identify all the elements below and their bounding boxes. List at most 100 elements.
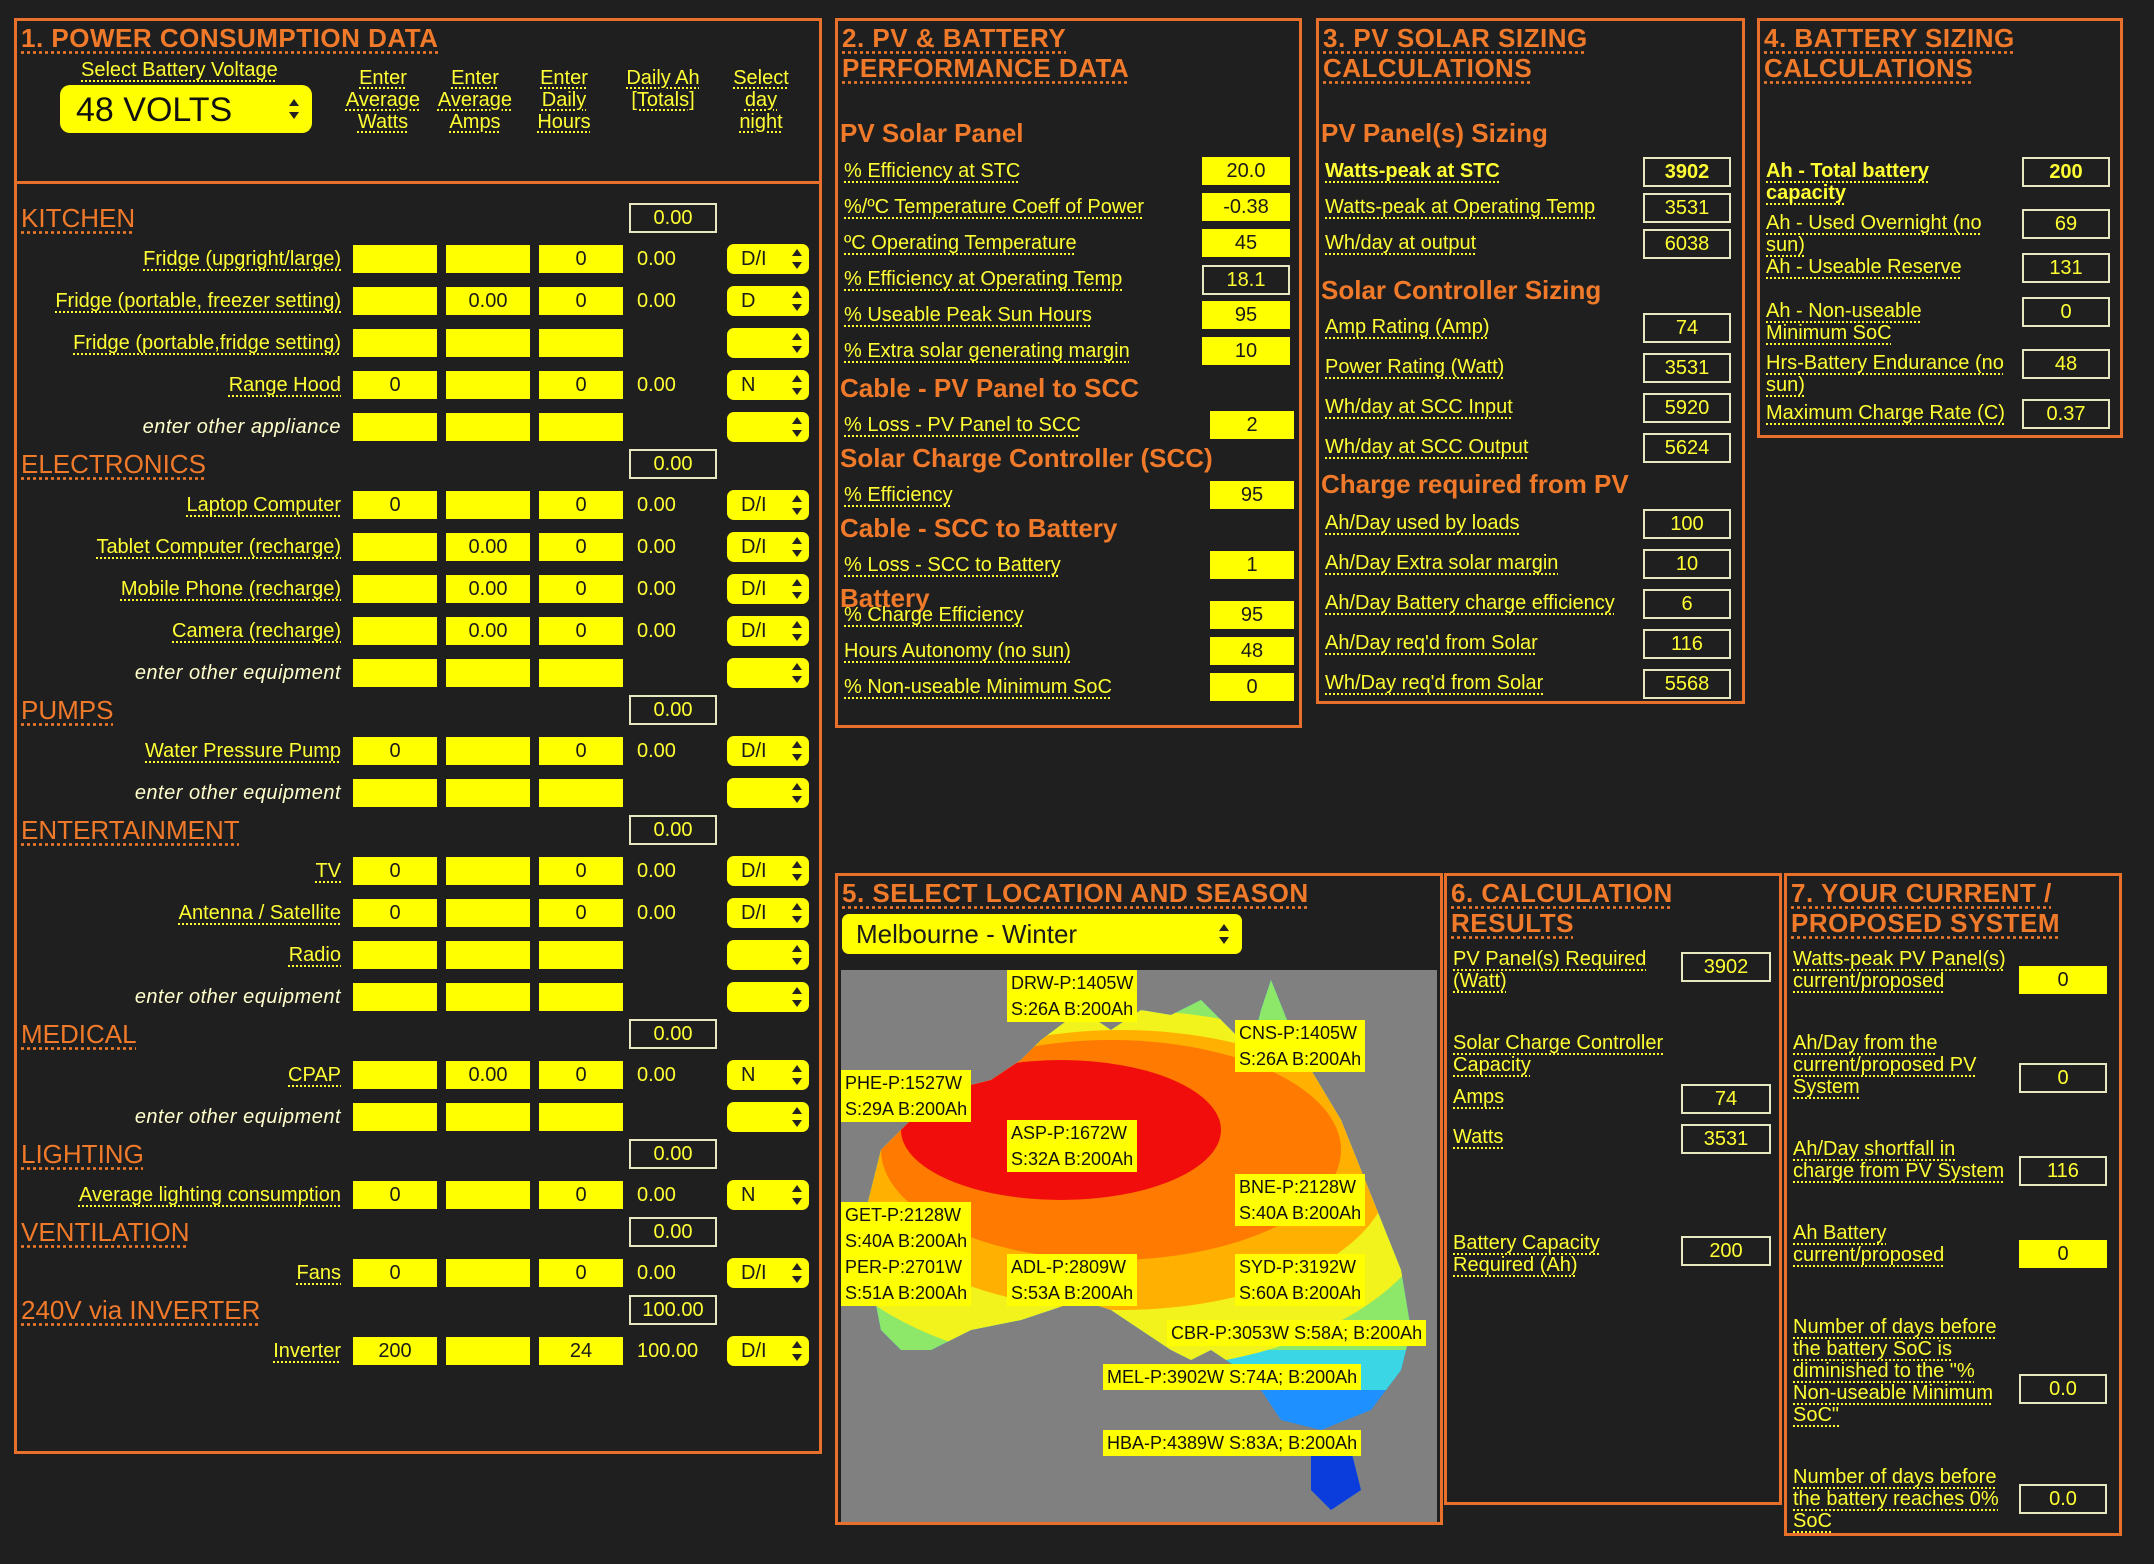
day-night-select-antenna[interactable]: D/I	[727, 898, 809, 928]
day-night-select-other_appliance[interactable]	[727, 412, 809, 442]
watts-input-lighting[interactable]: 0	[353, 1181, 437, 1209]
amps-input-other_med[interactable]	[446, 1103, 530, 1131]
wp-current-input[interactable]: 0	[2019, 966, 2107, 994]
hours-input-mobile[interactable]: 0	[539, 575, 623, 603]
location-select[interactable]: Melbourne - Winter	[842, 914, 1242, 954]
autonomy-input[interactable]: 48	[1210, 637, 1294, 665]
map-tag-hba[interactable]: HBA-P:4389W S:83A; B:200Ah	[1103, 1430, 1362, 1456]
hours-input-cpap[interactable]: 0	[539, 1061, 623, 1089]
watts-input-cpap[interactable]	[353, 1061, 437, 1089]
watts-input-antenna[interactable]: 0	[353, 899, 437, 927]
day-night-select-mobile[interactable]: D/I	[727, 574, 809, 604]
temp-coeff-input[interactable]: -0.38	[1202, 193, 1290, 221]
hours-input-tv[interactable]: 0	[539, 857, 623, 885]
loss-scc-bat-input[interactable]: 1	[1210, 551, 1294, 579]
hours-input-tablet[interactable]: 0	[539, 533, 623, 561]
amps-input-mobile[interactable]: 0.00	[446, 575, 530, 603]
day-night-select-other_ent[interactable]	[727, 982, 809, 1012]
day-night-select-water_pump[interactable]: D/I	[727, 736, 809, 766]
map-tag-mel[interactable]: MEL-P:3902W S:74A; B:200Ah	[1103, 1364, 1362, 1390]
day-night-select-lighting[interactable]: N	[727, 1180, 809, 1210]
hours-input-inverter[interactable]: 24	[539, 1337, 623, 1365]
day-night-select-radio[interactable]	[727, 940, 809, 970]
hours-input-water_pump[interactable]: 0	[539, 737, 623, 765]
hours-input-other_ent[interactable]	[539, 983, 623, 1011]
map-tag-syd[interactable]: SYD-P:3192W S:60A B:200Ah	[1235, 1254, 1366, 1306]
day-night-select-other_pump[interactable]	[727, 778, 809, 808]
watts-input-tablet[interactable]	[353, 533, 437, 561]
day-night-select-other_med[interactable]	[727, 1102, 809, 1132]
map-tag-asp[interactable]: ASP-P:1672W S:32A B:200Ah	[1007, 1120, 1138, 1172]
hours-input-fridge_fridge[interactable]	[539, 329, 623, 357]
hours-input-fans[interactable]: 0	[539, 1259, 623, 1287]
hours-input-fridge_freezer[interactable]: 0	[539, 287, 623, 315]
hours-input-camera[interactable]: 0	[539, 617, 623, 645]
day-night-select-inverter[interactable]: D/I	[727, 1336, 809, 1366]
amps-input-antenna[interactable]	[446, 899, 530, 927]
day-night-select-range_hood[interactable]: N	[727, 370, 809, 400]
amps-input-cpap[interactable]: 0.00	[446, 1061, 530, 1089]
hours-input-other_appliance[interactable]	[539, 413, 623, 441]
min-soc-input[interactable]: 0	[1210, 673, 1294, 701]
watts-input-radio[interactable]	[353, 941, 437, 969]
watts-input-range_hood[interactable]: 0	[353, 371, 437, 399]
watts-input-water_pump[interactable]: 0	[353, 737, 437, 765]
day-night-select-fridge_freezer[interactable]: D	[727, 286, 809, 316]
hours-input-laptop[interactable]: 0	[539, 491, 623, 519]
watts-input-tv[interactable]: 0	[353, 857, 437, 885]
watts-input-fridge_upright[interactable]	[353, 245, 437, 273]
charge-eff-input[interactable]: 95	[1210, 601, 1294, 629]
eff-stc-input[interactable]: 20.0	[1202, 157, 1290, 185]
watts-input-fridge_freezer[interactable]	[353, 287, 437, 315]
amps-input-fridge_freezer[interactable]: 0.00	[446, 287, 530, 315]
day-night-select-laptop[interactable]: D/I	[727, 490, 809, 520]
amps-input-inverter[interactable]	[446, 1337, 530, 1365]
amps-input-fans[interactable]	[446, 1259, 530, 1287]
map-tag-adl[interactable]: ADL-P:2809W S:53A B:200Ah	[1007, 1254, 1138, 1306]
op-temp-input[interactable]: 45	[1202, 229, 1290, 257]
day-night-select-tv[interactable]: D/I	[727, 856, 809, 886]
day-night-select-other_elec[interactable]	[727, 658, 809, 688]
peak-sun-input[interactable]: 95	[1202, 301, 1290, 329]
scc-eff-input[interactable]: 95	[1210, 481, 1294, 509]
map-tag-drw[interactable]: DRW-P:1405W S:26A B:200Ah	[1007, 970, 1138, 1022]
watts-input-fans[interactable]: 0	[353, 1259, 437, 1287]
amps-input-radio[interactable]	[446, 941, 530, 969]
map-tag-per[interactable]: PER-P:2701W S:51A B:200Ah	[841, 1254, 972, 1306]
watts-input-other_ent[interactable]	[353, 983, 437, 1011]
amps-input-other_ent[interactable]	[446, 983, 530, 1011]
watts-input-laptop[interactable]: 0	[353, 491, 437, 519]
watts-input-other_pump[interactable]	[353, 779, 437, 807]
map-tag-get[interactable]: GET-P:2128W S:40A B:200Ah	[841, 1202, 972, 1254]
map-tag-cns[interactable]: CNS-P:1405W S:26A B:200Ah	[1235, 1020, 1366, 1072]
extra-solar-input[interactable]: 10	[1202, 337, 1290, 365]
amps-input-fridge_fridge[interactable]	[446, 329, 530, 357]
watts-input-mobile[interactable]	[353, 575, 437, 603]
hours-input-radio[interactable]	[539, 941, 623, 969]
amps-input-other_appliance[interactable]	[446, 413, 530, 441]
amps-input-camera[interactable]: 0.00	[446, 617, 530, 645]
map-tag-bne[interactable]: BNE-P:2128W S:40A B:200Ah	[1235, 1174, 1366, 1226]
hours-input-other_pump[interactable]	[539, 779, 623, 807]
hours-input-lighting[interactable]: 0	[539, 1181, 623, 1209]
watts-input-camera[interactable]	[353, 617, 437, 645]
watts-input-inverter[interactable]: 200	[353, 1337, 437, 1365]
hours-input-other_med[interactable]	[539, 1103, 623, 1131]
battery-voltage-select[interactable]: 48 VOLTS	[60, 85, 312, 133]
hours-input-fridge_upright[interactable]: 0	[539, 245, 623, 273]
amps-input-water_pump[interactable]	[446, 737, 530, 765]
day-night-select-fridge_fridge[interactable]	[727, 328, 809, 358]
hours-input-range_hood[interactable]: 0	[539, 371, 623, 399]
map-tag-cbr[interactable]: CBR-P:3053W S:58A; B:200Ah	[1167, 1320, 1427, 1346]
amps-input-other_pump[interactable]	[446, 779, 530, 807]
loss-pv-scc-input[interactable]: 2	[1210, 411, 1294, 439]
day-night-select-camera[interactable]: D/I	[727, 616, 809, 646]
watts-input-other_appliance[interactable]	[353, 413, 437, 441]
hours-input-antenna[interactable]: 0	[539, 899, 623, 927]
hours-input-other_elec[interactable]	[539, 659, 623, 687]
day-night-select-tablet[interactable]: D/I	[727, 532, 809, 562]
day-night-select-fridge_upright[interactable]: D/I	[727, 244, 809, 274]
australia-map[interactable]: DRW-P:1405W S:26A B:200Ah CNS-P:1405W S:26…	[841, 970, 1437, 1522]
map-tag-phe[interactable]: PHE-P:1527W S:29A B:200Ah	[841, 1070, 972, 1122]
day-night-select-fans[interactable]: D/I	[727, 1258, 809, 1288]
